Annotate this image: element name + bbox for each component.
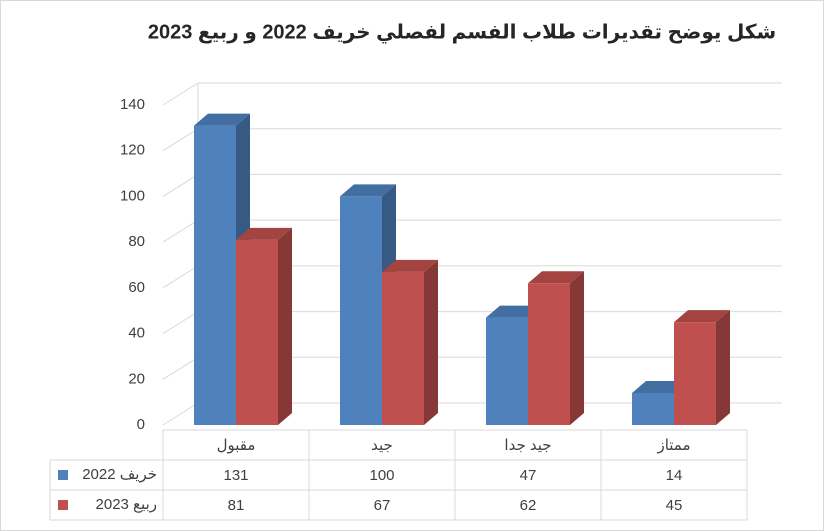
bar-side	[716, 310, 730, 425]
table-value: 100	[369, 467, 394, 484]
bar-top	[236, 227, 292, 240]
bar	[340, 196, 382, 425]
y-tick-label: 100	[120, 187, 145, 204]
table-value: 47	[520, 467, 537, 484]
x-tick-label: ممتاز	[656, 437, 690, 454]
bar	[382, 271, 424, 425]
table-value: 62	[520, 497, 537, 514]
bar	[486, 317, 528, 425]
bar	[236, 239, 278, 425]
y-tick-label: 20	[128, 370, 145, 387]
bar	[632, 393, 674, 425]
legend-key	[58, 470, 68, 480]
x-tick-label: جيد جدا	[504, 437, 551, 454]
x-tick-label: جيد	[371, 437, 393, 454]
table-value: 81	[228, 497, 245, 514]
bar-top	[340, 184, 396, 197]
table-value: 131	[223, 467, 248, 484]
bar	[674, 322, 716, 425]
bar-side	[424, 259, 438, 425]
bar-top	[194, 113, 250, 126]
legend-key	[58, 500, 68, 510]
y-tick-label: 0	[137, 416, 145, 433]
bar	[194, 125, 236, 426]
y-tick-label: 80	[128, 233, 145, 250]
legend-label: خريف 2022	[82, 466, 157, 483]
y-tick-label: 140	[120, 96, 145, 113]
x-tick-label: مقبول	[217, 437, 256, 454]
table-value: 45	[666, 497, 683, 514]
bar-top	[674, 310, 730, 323]
y-tick-label: 120	[120, 142, 145, 159]
chart-title: شكل يوضح تقديرات طلاب الفسم لفصلي خريف 2…	[148, 21, 776, 44]
y-tick-label: 40	[128, 325, 145, 342]
legend-label: ربيع 2023	[96, 496, 157, 513]
bar-side	[570, 271, 584, 425]
table-value: 14	[666, 467, 683, 484]
table-value: 67	[374, 497, 391, 514]
bar	[528, 283, 570, 425]
bar-side	[278, 227, 292, 425]
bar-top	[382, 259, 438, 272]
bar-top	[528, 271, 584, 284]
y-tick-label: 60	[128, 279, 145, 296]
